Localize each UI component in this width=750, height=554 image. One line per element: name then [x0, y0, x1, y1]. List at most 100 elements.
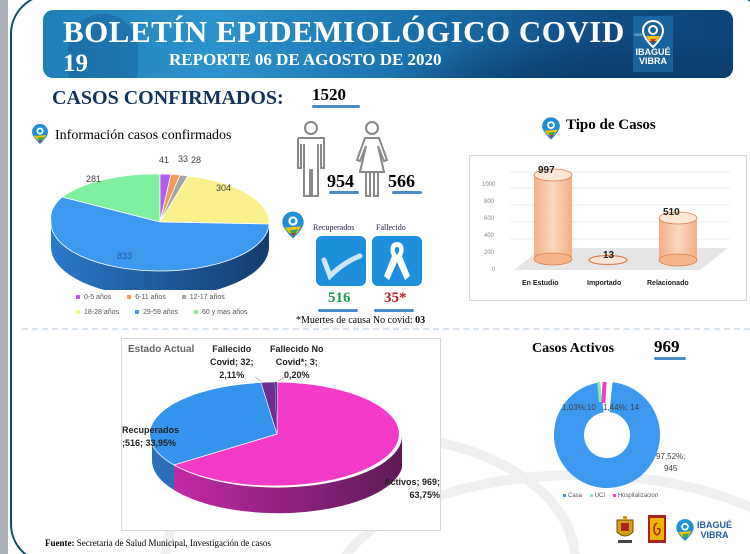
case-type-bars — [510, 168, 730, 270]
legend-swatch — [134, 310, 139, 315]
legend-swatch — [193, 310, 198, 315]
pie-label-6-11: 33 — [178, 154, 189, 164]
pie-label-29-59: 833 — [117, 251, 133, 261]
x-label-importado: Importado — [587, 280, 622, 287]
legend-item: Hospitalizacion — [612, 493, 659, 499]
ribbon-icon — [384, 242, 410, 280]
pie-label-12-17: 28 — [191, 155, 202, 165]
male-count: 954 — [327, 171, 354, 191]
report-date: REPORTE 06 DE AGOSTO DE 2020 — [169, 50, 442, 69]
legend-label: 6-11 años — [135, 294, 166, 301]
donut-label-hospitalizacion: 1,44%; 14 — [603, 403, 640, 412]
legend-swatch — [76, 310, 80, 315]
legend-item: 6-11 años — [127, 294, 166, 301]
location-pin-icon — [642, 20, 664, 48]
legend-item: 29-59 años — [134, 309, 179, 316]
page-frame — [10, 0, 750, 554]
legend-label: Hospitalizacion — [617, 493, 659, 499]
confirmed-cases-value: 1520 — [312, 85, 346, 104]
legend-label: 29-59 años — [142, 309, 179, 316]
legend-label: 18-28 años — [84, 309, 120, 316]
legend-label: 12-17 años — [189, 294, 225, 301]
source-footer: Fuente: Secretaria de Salud Municipal, I… — [45, 538, 271, 548]
legend-swatch — [589, 493, 593, 497]
y-tick-200: 200 — [484, 250, 495, 256]
legend-item: 18-28 años — [76, 309, 119, 316]
x-label-relacionado: Relacionado — [647, 280, 689, 287]
age-section-title: Información casos confirmados — [55, 128, 232, 143]
value-underline — [329, 191, 359, 194]
male-figure-icon — [297, 121, 325, 197]
female-count: 566 — [388, 171, 415, 191]
checkmark-icon — [321, 253, 363, 281]
legend-item: 12-17 años — [181, 294, 225, 301]
left-border-strip — [0, 0, 8, 554]
current-status-title: Estado Actual — [128, 344, 195, 355]
source-label: Fuente: — [45, 538, 75, 548]
value-underline — [392, 191, 422, 194]
legend-label: Casa — [568, 493, 583, 499]
deceased-tile — [372, 236, 422, 286]
header-banner: BOLETÍN EPIDEMIOLÓGICO COVID - 19 REPORT… — [43, 10, 733, 78]
pie-label-60-plus: 281 — [86, 174, 102, 184]
x-label-en-estudio: En Estudio — [522, 280, 559, 287]
section-divider — [22, 328, 750, 330]
bar-value-importado: 13 — [603, 250, 615, 261]
bulletin-title-continued: 19 — [63, 50, 88, 77]
music-capital-logo — [648, 515, 666, 543]
case-type-chart: 1000 800 600 400 200 0 997 13 510 En Est… — [469, 155, 747, 301]
legend-item: UCI — [589, 493, 606, 499]
note-text: *Muertes de causa No covid: — [296, 315, 416, 326]
footer-logo-line1: IBAGUÉ — [697, 520, 733, 530]
y-tick-600: 600 — [484, 216, 495, 222]
active-cases-legend: Casa UCI Hospitalizacion — [563, 493, 672, 499]
label-recuperados: Recuperados ;516; 33,95% — [122, 425, 180, 448]
legend-label: UCI — [594, 493, 606, 499]
source-text: Secretaria de Salud Municipal, Investiga… — [74, 538, 271, 548]
age-legend-row1: 0-5 años 6-11 años 12-17 años — [76, 294, 239, 301]
legend-label: 60 y mas años — [201, 309, 248, 316]
deceased-label: Fallecido — [376, 223, 406, 232]
active-cases-title: Casos Activos — [532, 341, 615, 356]
current-status-chart: Estado Actual Fallecido Covid; 32; 2,11% F… — [121, 338, 441, 531]
pie-label-0-5: 41 — [159, 155, 170, 165]
value-underline — [654, 357, 686, 360]
label-activos: Activos; 969; 63,75% — [384, 477, 441, 500]
recovered-tile — [316, 236, 366, 286]
recovered-label: Recuperados — [313, 223, 355, 232]
legend-item: 0-5 años — [76, 294, 111, 301]
case-type-title: Tipo de Casos — [566, 117, 656, 133]
label-fallecido-covid: Fallecido Covid; 32; 2,11% — [210, 344, 254, 380]
location-pin-icon — [542, 117, 560, 140]
y-tick-400: 400 — [484, 233, 495, 239]
footer-logo-line2: VIBRA — [700, 530, 729, 540]
legend-item: Casa — [563, 493, 582, 499]
casa-value: 945 — [664, 464, 678, 473]
ibague-vibra-footer-logo — [676, 519, 694, 541]
legend-label: 0-5 años — [84, 294, 112, 301]
confirmed-cases-label: CASOS CONFIRMADOS: — [52, 87, 284, 109]
legend-swatch — [76, 295, 80, 300]
label-fallecido-no-covid: Fallecido No Covid*; 3; 0,20% — [270, 344, 324, 380]
ibague-vibra-logo: IBAGUÉ VIBRA — [633, 16, 673, 72]
footer-logo-text: IBAGUÉ VIBRA — [697, 520, 732, 540]
pie-label-18-28: 304 — [216, 183, 232, 193]
legend-swatch — [612, 493, 616, 497]
note-value: 03 — [415, 315, 426, 326]
bar-value-en-estudio: 997 — [538, 165, 555, 176]
value-underline — [312, 105, 360, 108]
non-covid-deaths-note: *Muertes de causa No covid: 03 — [296, 315, 425, 326]
age-pie-chart — [50, 173, 270, 290]
legend-swatch — [127, 295, 132, 300]
recovered-count: 516 — [328, 290, 351, 306]
y-tick-0: 0 — [492, 267, 496, 273]
active-cases-value: 969 — [654, 337, 680, 356]
legend-swatch — [181, 295, 186, 300]
logo-text-line1: IBAGUÉ — [635, 47, 671, 57]
female-figure-icon — [355, 121, 389, 197]
legend-swatch — [563, 493, 566, 497]
current-status-pie — [149, 376, 403, 514]
location-pin-icon — [32, 124, 48, 144]
y-tick-1000: 1000 — [482, 182, 496, 188]
location-pin-icon — [282, 211, 304, 239]
